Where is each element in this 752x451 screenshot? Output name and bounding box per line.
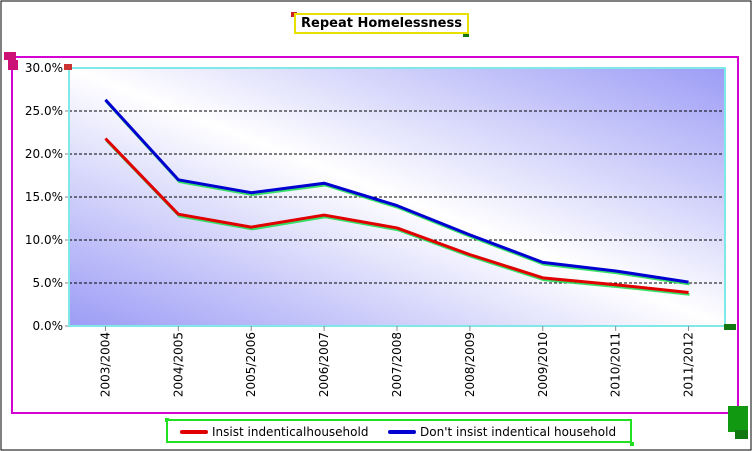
x-tick-label: 2010/2011	[609, 332, 623, 397]
x-tick-label: 2004/2005	[171, 332, 185, 397]
x-tick-label: 2007/2008	[390, 332, 404, 397]
x-tick-label: 2006/2007	[317, 332, 331, 397]
x-tick-label: 2005/2006	[244, 332, 258, 397]
legend-label-insist: Insist indenticalhousehold	[212, 425, 369, 439]
x-tick-label: 2009/2010	[536, 332, 550, 397]
y-tick-label: 5.0%	[33, 276, 64, 290]
selection-handle	[630, 442, 634, 446]
chart-title-text: Repeat Homelessness	[301, 16, 462, 31]
x-tick-label: 2008/2009	[463, 332, 477, 397]
legend[interactable]: Insist indenticalhousehold Don't insist …	[166, 419, 632, 443]
series-shadow-0	[105, 139, 690, 296]
y-tick-label: 20.0%	[25, 147, 63, 161]
selection-handle	[728, 406, 748, 432]
chart-title[interactable]: Repeat Homelessness	[294, 13, 469, 34]
x-tick-label: 2011/2012	[682, 332, 696, 397]
y-tick-label: 0.0%	[33, 319, 64, 333]
plot-area-selection	[11, 56, 739, 414]
y-tick-label: 30.0%	[25, 61, 63, 75]
selection-handle	[64, 64, 72, 70]
legend-swatch-insist	[180, 430, 208, 434]
legend-swatch-dont-insist	[388, 430, 416, 434]
selection-handle	[724, 324, 736, 330]
selection-handle	[463, 32, 469, 37]
y-tick-label: 10.0%	[25, 233, 63, 247]
selection-handle	[4, 52, 16, 60]
y-tick-label: 15.0%	[25, 190, 63, 204]
x-tick-label: 2003/2004	[98, 332, 112, 397]
legend-label-dont-insist: Don't insist indentical household	[420, 425, 617, 439]
y-tick-label: 25.0%	[25, 104, 63, 118]
selection-handle	[8, 60, 18, 70]
selection-handle	[735, 430, 748, 439]
